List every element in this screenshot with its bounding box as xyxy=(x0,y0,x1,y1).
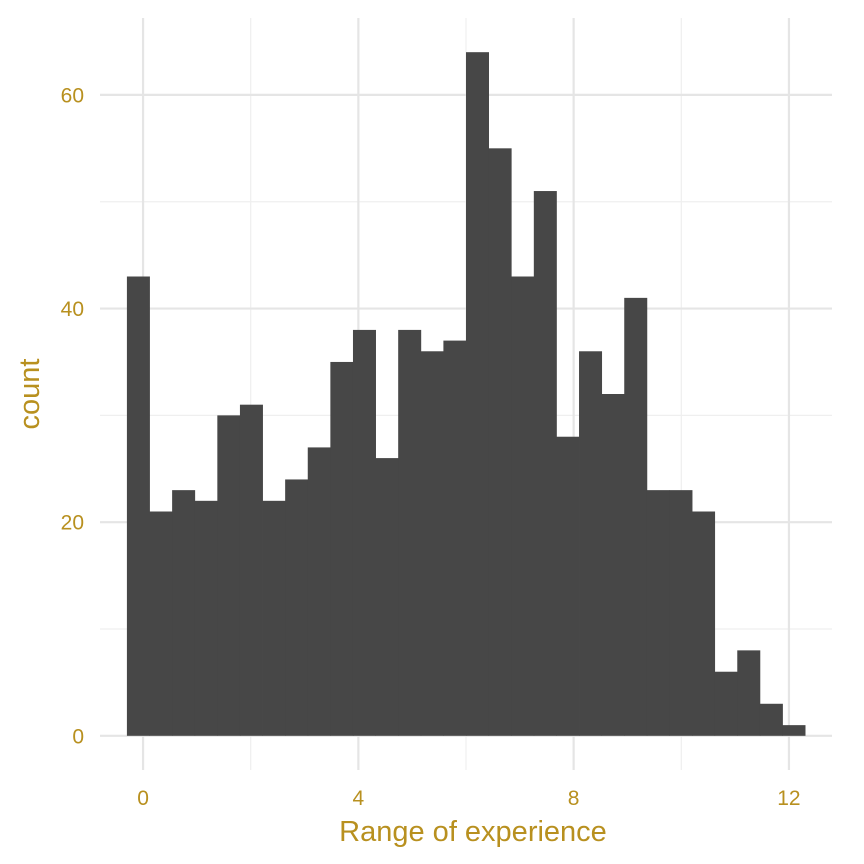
histogram-bar xyxy=(759,703,783,736)
x-axis-tick-labels: 0 4 8 12 xyxy=(137,787,800,810)
histogram-bar xyxy=(782,725,806,736)
histogram-bars xyxy=(126,52,806,736)
histogram-bar xyxy=(217,415,241,736)
x-axis-title: Range of experience xyxy=(339,816,607,848)
histogram-bar xyxy=(511,276,535,736)
histogram-bar xyxy=(149,511,173,736)
histogram-bar xyxy=(172,490,196,736)
histogram-bar xyxy=(488,148,512,736)
histogram-bar xyxy=(669,490,693,736)
histogram-bar xyxy=(646,490,670,736)
x-tick-label: 8 xyxy=(568,787,580,810)
histogram-bar xyxy=(692,511,716,736)
histogram-bar xyxy=(443,340,467,736)
histogram-bar xyxy=(601,394,625,736)
histogram-bar xyxy=(556,436,580,736)
y-tick-label: 0 xyxy=(72,725,84,748)
histogram-bar xyxy=(307,447,331,736)
histogram-bar xyxy=(737,650,761,736)
histogram-bar xyxy=(239,404,263,736)
histogram-bar xyxy=(352,329,376,736)
y-axis-title: count xyxy=(14,359,46,430)
y-tick-label: 40 xyxy=(61,298,84,321)
histogram-bar xyxy=(714,671,738,736)
x-tick-label: 12 xyxy=(777,787,800,810)
histogram-bar xyxy=(398,329,422,736)
histogram-bar xyxy=(466,52,490,736)
histogram-bar xyxy=(194,500,218,736)
histogram-bar xyxy=(420,351,444,736)
histogram-bar xyxy=(285,479,309,736)
histogram-bar xyxy=(330,361,354,736)
histogram-bar xyxy=(375,458,399,736)
y-tick-label: 60 xyxy=(61,84,84,107)
y-tick-label: 20 xyxy=(61,512,84,535)
histogram-bar xyxy=(624,297,648,736)
x-tick-label: 4 xyxy=(353,787,365,810)
x-tick-label: 0 xyxy=(137,787,149,810)
histogram-bar xyxy=(126,276,150,736)
histogram-bar xyxy=(533,191,557,736)
histogram-bar xyxy=(579,351,603,736)
y-axis-tick-labels: 0 20 40 60 xyxy=(61,84,84,748)
histogram-bar xyxy=(262,500,286,736)
